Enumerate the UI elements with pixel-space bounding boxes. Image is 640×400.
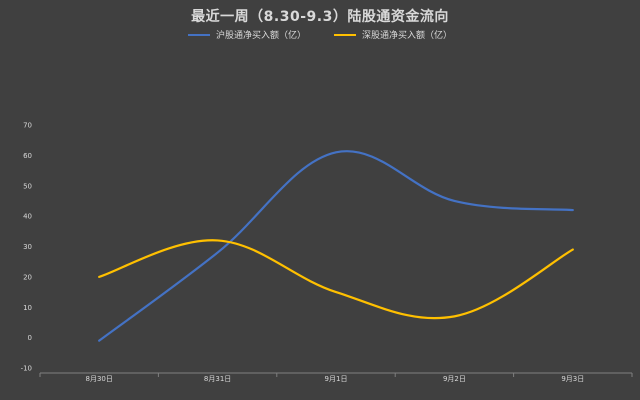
chart-legend: 沪股通净买入额（亿） 深股通净买入额（亿） — [0, 28, 640, 41]
x-tick-label: 9月1日 — [325, 375, 348, 383]
legend-swatch-sz — [334, 33, 356, 36]
y-tick-label: 50 — [23, 182, 32, 190]
chart-title: 最近一周（8.30-9.3）陆股通资金流向 — [191, 9, 449, 25]
y-tick-label: 70 — [23, 122, 32, 130]
x-tick-label: 9月3日 — [561, 375, 584, 383]
y-tick-label: 10 — [23, 304, 32, 312]
x-tick-label: 8月30日 — [86, 375, 113, 383]
y-tick-label: 20 — [23, 273, 32, 281]
y-tick-label: 0 — [28, 334, 32, 342]
legend-label-sh: 沪股通净买入额（亿） — [215, 31, 306, 41]
legend-item-sh: 沪股通净买入额（亿） — [187, 28, 306, 41]
series-line-sz — [98, 239, 574, 320]
legend-item-sz: 深股通净买入额（亿） — [334, 28, 452, 41]
y-tick-label: 40 — [23, 213, 32, 221]
x-tick-label: 9月2日 — [443, 375, 466, 383]
legend-label-sz: 深股通净买入额（亿） — [362, 31, 453, 41]
series-line-sh — [98, 150, 574, 342]
legend-swatch-sh — [187, 33, 210, 36]
y-tick-label: 60 — [23, 152, 32, 160]
y-tick-label: -10 — [21, 365, 32, 373]
x-tick-label: 8月31日 — [204, 375, 231, 383]
y-tick-label: 30 — [23, 243, 32, 251]
